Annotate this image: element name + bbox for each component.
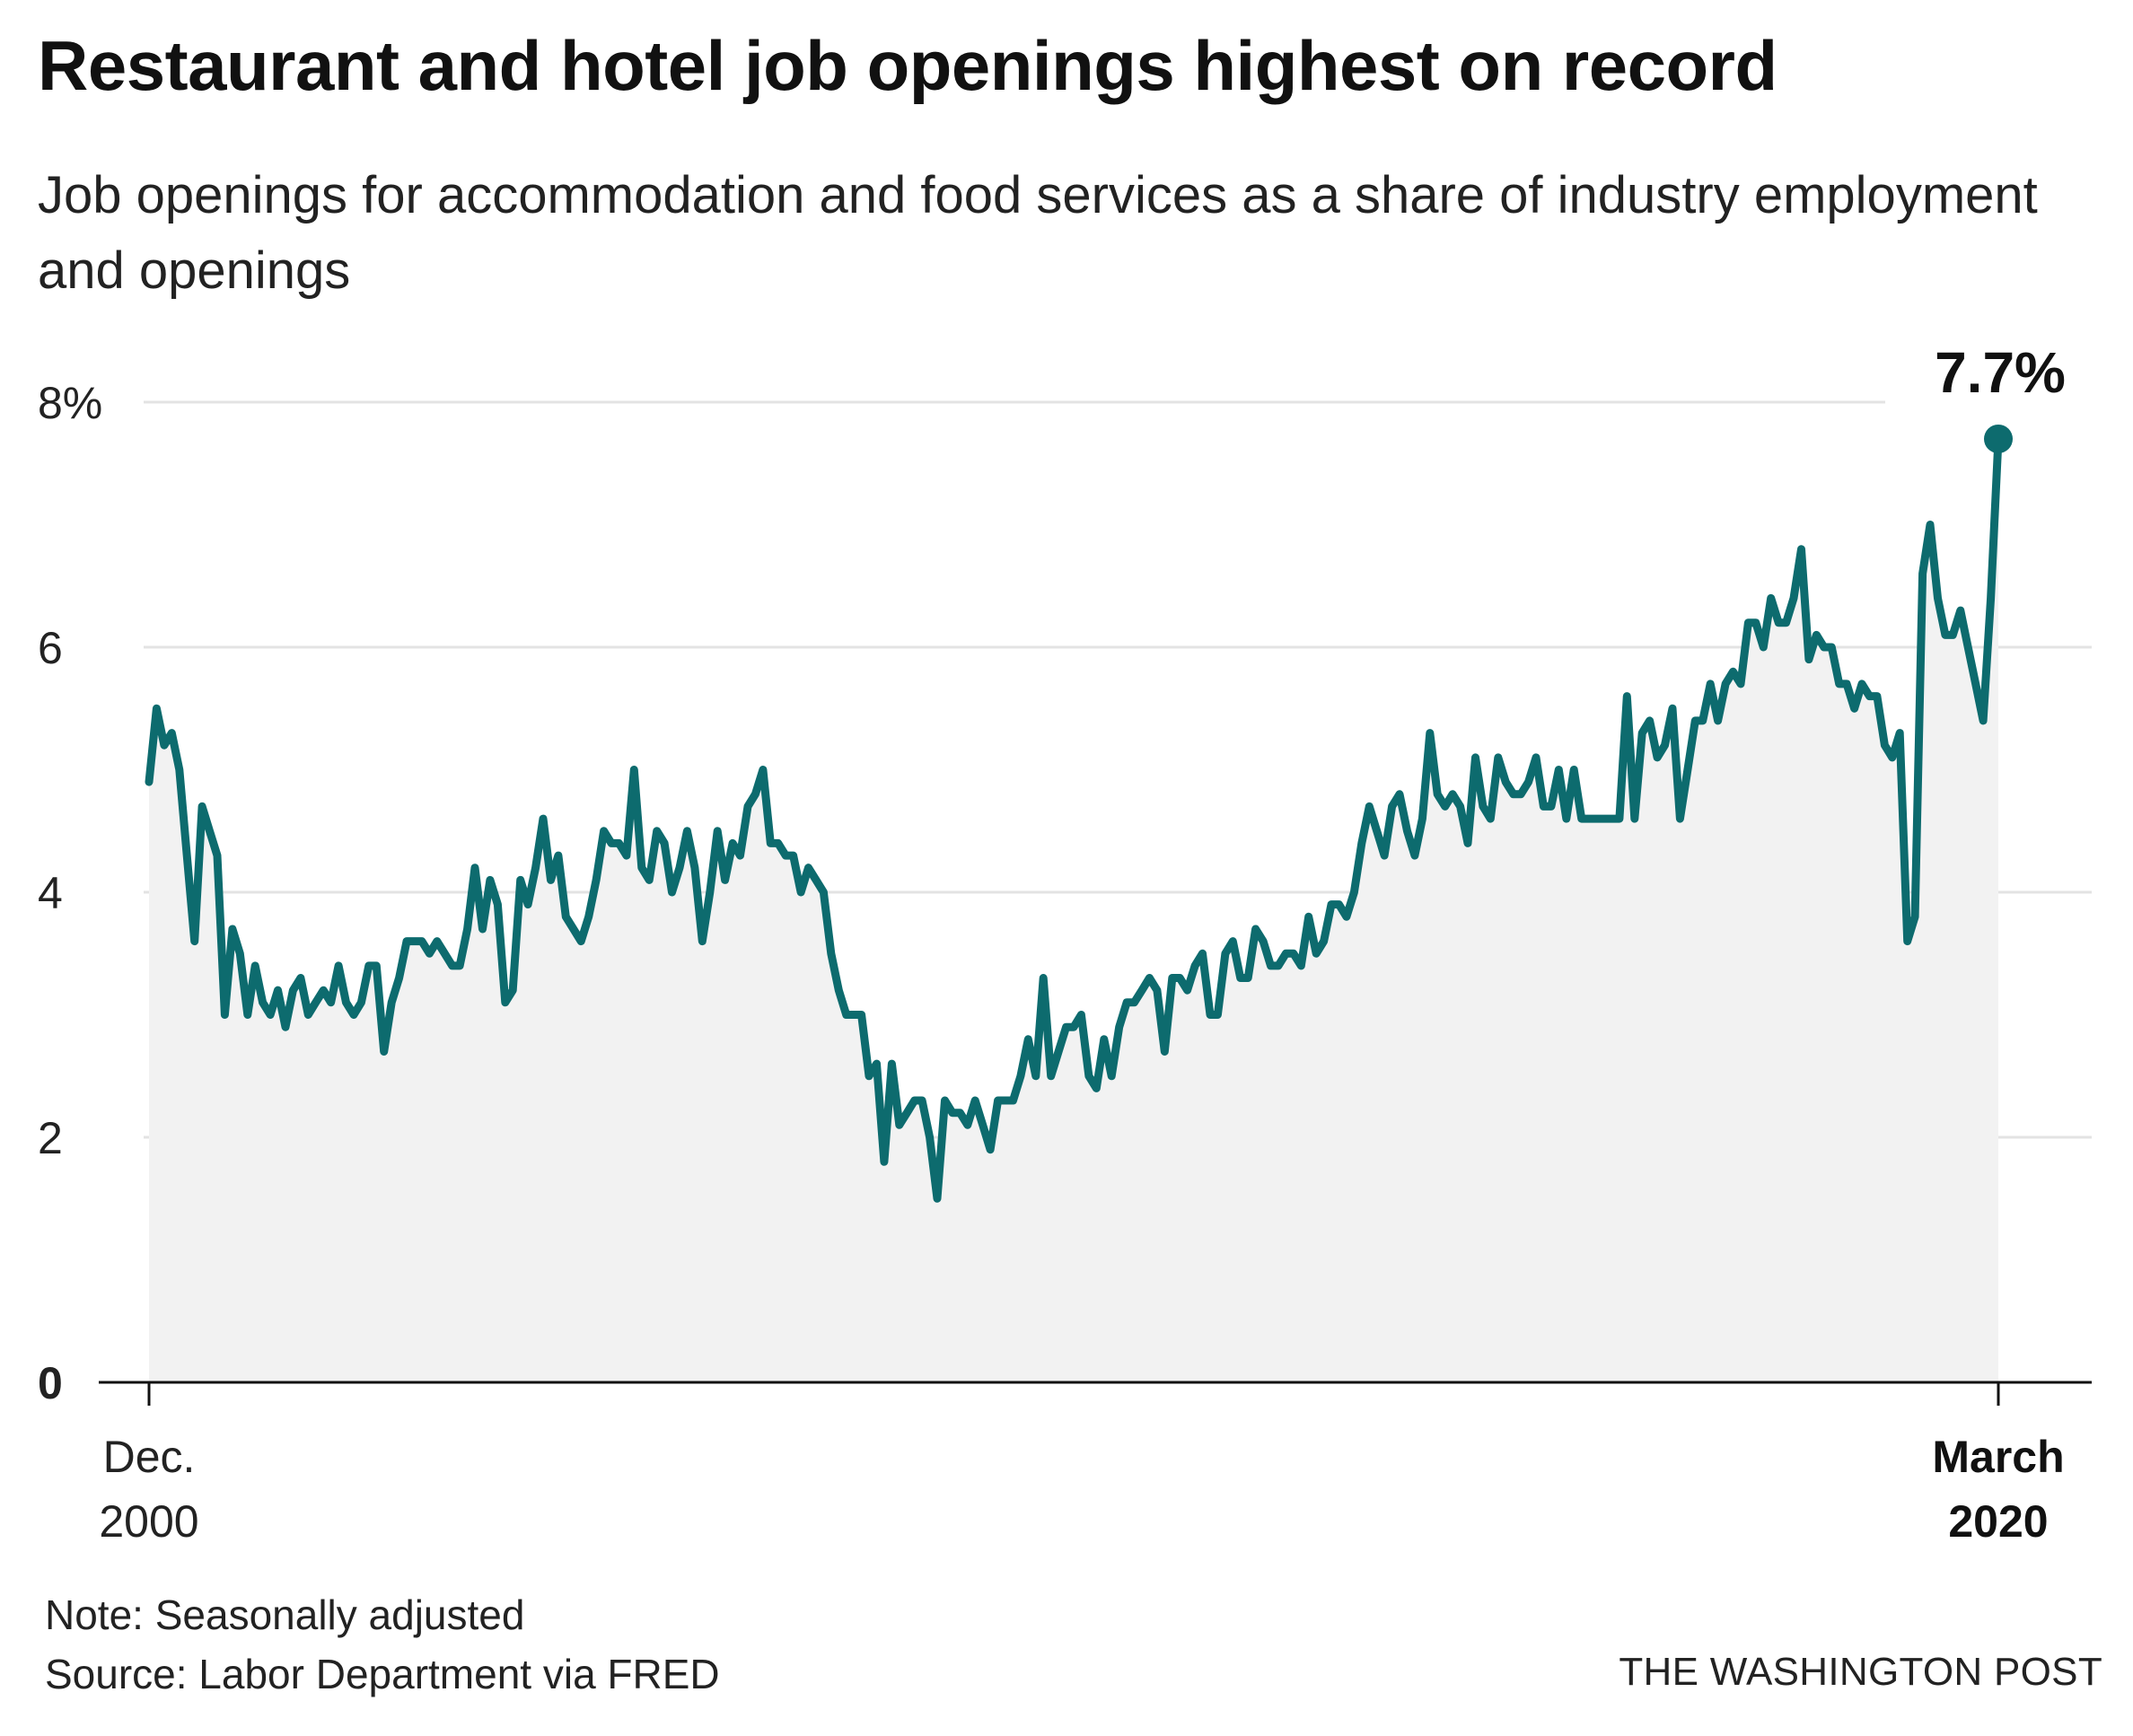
- chart-title: Restaurant and hotel job openings highes…: [38, 26, 1778, 105]
- chart-subtitle: Job openings for accommodation and food …: [38, 166, 2038, 300]
- y-tick-label: 2: [38, 1113, 63, 1163]
- x-tick-label: 2000: [99, 1496, 198, 1547]
- x-tick-label: Dec.: [103, 1432, 196, 1482]
- x-axis-ticks: Dec. 2000 March 2020: [99, 1382, 2065, 1547]
- series-line: [145, 434, 2003, 1203]
- y-tick-label: 8%: [38, 378, 102, 428]
- y-tick-label: 0: [38, 1358, 63, 1408]
- end-value-label: 7.7%: [1935, 340, 2066, 405]
- area-fill: [149, 439, 1998, 1382]
- y-tick-label: 6: [38, 623, 63, 673]
- footnote: Note: Seasonally adjusted: [45, 1591, 525, 1638]
- x-tick-label: 2020: [1948, 1496, 2048, 1547]
- publisher-credit: THE WASHINGTON POST: [1619, 1650, 2102, 1694]
- line-chart: 7.7% 0 2 4 6 8% Dec. 2000 March 2020: [38, 340, 2092, 1547]
- x-tick-label: March: [1932, 1432, 2064, 1482]
- y-tick-label: 4: [38, 868, 63, 918]
- source-line: Source: Labor Department via FRED: [45, 1651, 720, 1697]
- end-point-marker: [1984, 424, 2013, 453]
- y-axis-ticks: 0 2 4 6 8%: [38, 378, 102, 1408]
